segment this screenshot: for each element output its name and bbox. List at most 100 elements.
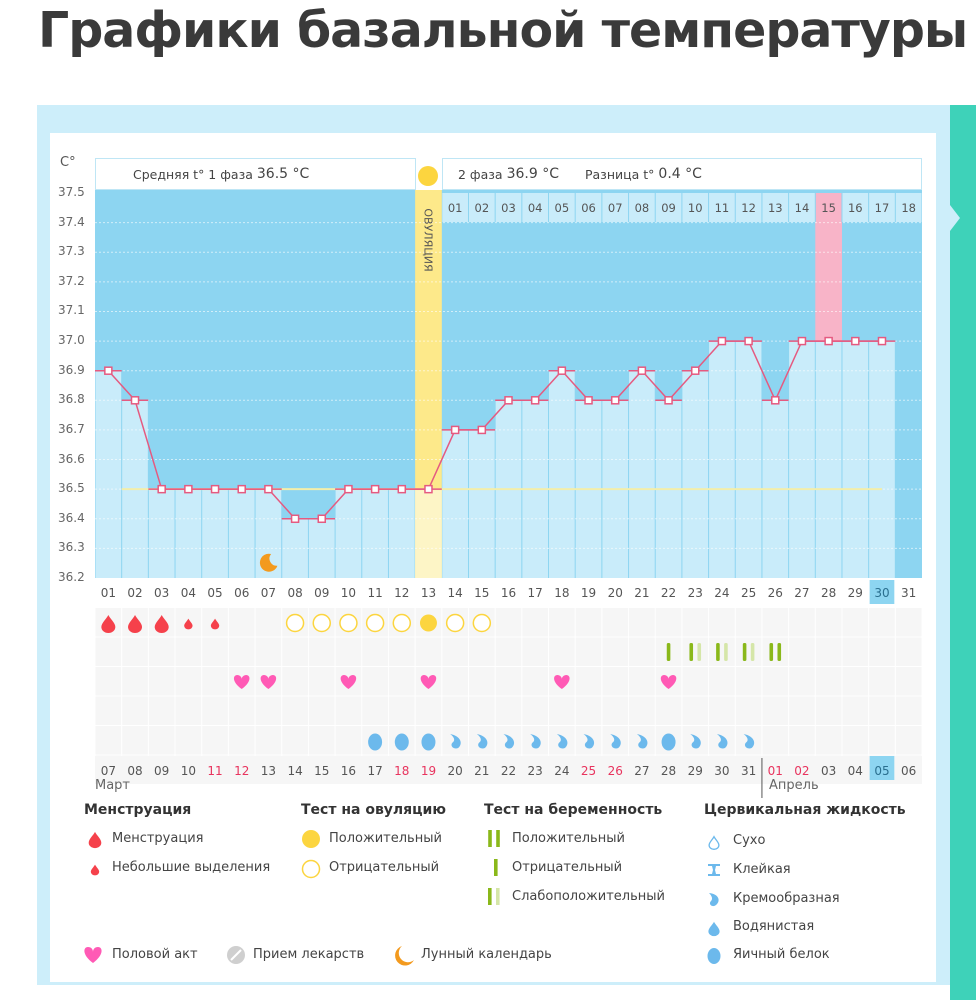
cervical-creamy-icon [476, 734, 488, 749]
marker-grid-cell [682, 667, 709, 696]
cervical-creamy-icon [503, 734, 515, 749]
temperature-bar [388, 489, 415, 578]
marker-grid-cell [869, 667, 895, 696]
cycle-day-label: 05 [207, 586, 222, 600]
date-label: 15 [314, 764, 329, 778]
date-label: 23 [528, 764, 543, 778]
cycle-day-label: 10 [341, 586, 356, 600]
date-label: 16 [341, 764, 356, 778]
pregnancy-test-weak-icon [742, 643, 755, 661]
ovulation-test-negative-icon [285, 613, 305, 633]
pregnancy-test-stripe [666, 643, 671, 661]
marker-grid-cell [682, 637, 709, 666]
phase2-day-label: 08 [635, 201, 650, 215]
arrow-right-icon[interactable] [950, 205, 962, 231]
temperature-point [504, 396, 513, 405]
cycle-day-label: 21 [634, 586, 649, 600]
date-label: 02 [794, 764, 809, 778]
date-label: 31 [741, 764, 756, 778]
temperature-bar [95, 370, 122, 578]
marker-grid-cell [335, 637, 362, 666]
cycle-day-label: 24 [714, 586, 729, 600]
phase2-day-cell [869, 193, 895, 222]
marker-grid-cell [735, 696, 762, 725]
marker-grid-cell [148, 667, 175, 696]
phase2-day-label: 03 [501, 201, 516, 215]
cervical-creamy-icon [716, 734, 728, 749]
temperature-bar [228, 489, 255, 578]
y-tick-label: 36.2 [58, 570, 85, 584]
phase2-day-label: 18 [901, 201, 916, 215]
marker-grid-cell [255, 726, 282, 755]
date-label: 08 [127, 764, 142, 778]
intercourse-heart-icon [554, 675, 570, 689]
ovulation-sun-icon [418, 166, 438, 186]
temperature-bar [308, 518, 335, 578]
marker-grid-cell [522, 667, 549, 696]
marker-grid-cell [895, 726, 922, 755]
marker-grid-cell [122, 667, 148, 696]
cycle-day-label: 19 [581, 586, 596, 600]
marker-grid-cell [148, 726, 175, 755]
y-tick-label: 36.5 [58, 481, 85, 496]
temperature-point [557, 366, 567, 375]
phase2-day-label: 02 [475, 201, 490, 215]
side-bar[interactable] [950, 105, 976, 1000]
marker-grid-cell [789, 608, 815, 637]
marker-grid-cell [95, 726, 122, 755]
phase2-day-cell [629, 193, 655, 222]
marker-grid-cell [202, 667, 228, 696]
marker-grid-cell [335, 726, 362, 755]
phase2-day-cell [442, 193, 468, 222]
legend-pregnancy-weak-icon-light [496, 888, 500, 905]
temperature-point [370, 484, 380, 494]
menstruation-heavy-icon [101, 615, 116, 633]
cycle-day-label: 27 [794, 586, 809, 600]
current-day-highlight [869, 580, 895, 604]
temperature-point [824, 336, 833, 346]
temperature-point [744, 336, 753, 346]
y-tick-label: 37.5 [58, 185, 85, 199]
marker-grid-cell [869, 637, 895, 666]
cycle-day-label: 18 [554, 586, 569, 600]
marker-grid-cell [895, 608, 922, 637]
legend-sticky-icon [708, 864, 720, 876]
marker-grid-cell [629, 667, 655, 696]
legend-pregnancy-weak-icon [488, 888, 492, 905]
marker-grid-cell [175, 667, 202, 696]
marker-grid-cell [282, 637, 308, 666]
diff-value: 0.4 °C [658, 166, 702, 182]
month-label-first: Март [95, 778, 131, 793]
legend-heart-icon [84, 947, 102, 963]
temperature-point [851, 336, 860, 346]
phase2-day-label: 10 [688, 201, 703, 215]
pregnancy-test-stripe [689, 643, 694, 661]
menstruation-heavy-icon [128, 615, 143, 633]
date-label: 12 [234, 764, 249, 778]
pregnancy-test-stripe [769, 643, 774, 661]
marker-grid-cell [789, 726, 815, 755]
date-label: 22 [501, 764, 516, 778]
date-row-bg [95, 756, 922, 784]
marker-grid-cell [869, 696, 895, 725]
month-label-second: Апрель [769, 778, 819, 793]
marker-grid-cell [95, 637, 122, 666]
marker-grid-cell [842, 696, 869, 725]
y-tick-label: 36.4 [58, 510, 85, 525]
marker-grid-cell [228, 637, 255, 666]
cycle-day-label: 08 [287, 586, 302, 600]
date-label: 24 [554, 764, 569, 778]
temperature-point [450, 425, 460, 435]
cycle-day-label: 29 [848, 586, 863, 600]
marker-grid-cell [629, 637, 655, 666]
marker-grid-cell [308, 696, 335, 725]
date-label: 04 [848, 764, 863, 778]
marker-grid-cell [282, 696, 308, 725]
legend-ovulation-title: Тест на овуляцию [301, 802, 446, 818]
marker-grid-cell [602, 667, 629, 696]
marker-grid-cell [709, 637, 735, 666]
temperature-point [104, 366, 113, 375]
cycle-day-label: 14 [448, 586, 463, 600]
date-label: 03 [821, 764, 836, 778]
